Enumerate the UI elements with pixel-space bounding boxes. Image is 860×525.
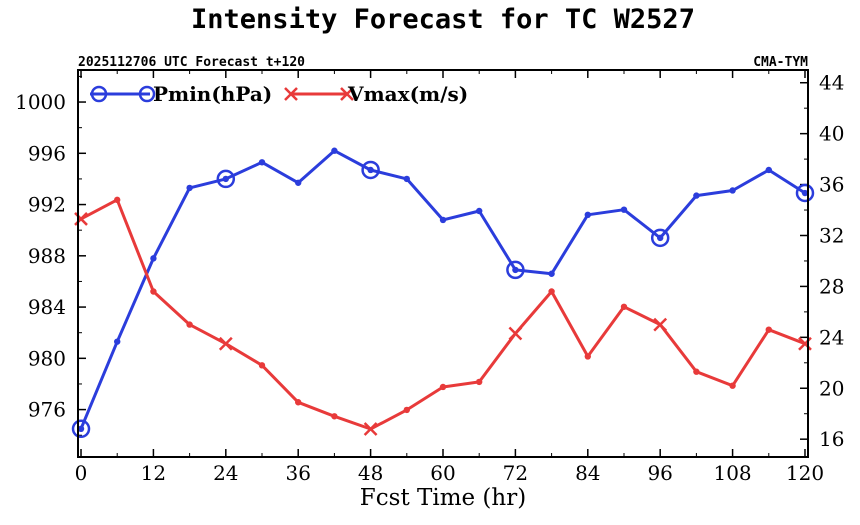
chart-subtitle-right: CMA-TYM xyxy=(753,55,808,70)
pmin-point xyxy=(729,187,736,194)
pmin-marker xyxy=(216,169,236,189)
legend: Pmin(hPa) Vmax(m/s) xyxy=(90,82,468,106)
pmin-point xyxy=(222,175,230,183)
left-y-tick-label: 992 xyxy=(28,193,66,217)
pmin-point xyxy=(331,147,338,154)
pmin-point xyxy=(295,179,302,186)
vmax-point xyxy=(475,378,483,386)
pmin-point xyxy=(367,166,374,174)
chart-subtitle-left: 2025112706 UTC Forecast t+120 xyxy=(78,55,305,70)
pmin-point xyxy=(186,184,193,192)
vmax-point xyxy=(114,196,121,204)
vmax-point xyxy=(258,362,266,369)
left-y-tick-label: 1000 xyxy=(15,90,66,114)
left-y-tick-label: 996 xyxy=(28,141,66,165)
vmax-marker xyxy=(363,422,378,436)
legend-vmax-marker xyxy=(340,87,354,101)
right-y-tick-label: 28 xyxy=(819,274,844,298)
plot-frame xyxy=(77,69,809,458)
vmax-point xyxy=(584,353,591,360)
right-y-tick-label: 36 xyxy=(819,173,844,197)
vmax-marker xyxy=(508,326,523,341)
vmax-marker xyxy=(218,336,233,351)
series-layer xyxy=(71,147,815,439)
vmax-series-line xyxy=(80,198,806,431)
pmin-point xyxy=(77,425,85,433)
pmin-point xyxy=(801,189,809,197)
vmax-point xyxy=(620,303,628,310)
vmax-marker xyxy=(74,212,88,226)
pmin-point xyxy=(114,338,121,345)
x-tick-label: 108 xyxy=(713,461,751,485)
x-tick-label: 24 xyxy=(213,461,238,485)
axis-tick-layer: 0 12 24 36 48 60 72 84 96 108 120 976 980 984 988 992 99… xyxy=(15,70,844,485)
right-y-tick-label: 44 xyxy=(819,71,844,95)
right-y-tick-label: 40 xyxy=(819,122,844,146)
pmin-point xyxy=(548,270,555,277)
x-tick-label: 48 xyxy=(358,461,383,485)
vmax-point xyxy=(765,326,772,333)
x-tick-label: 60 xyxy=(430,461,455,485)
pmin-point xyxy=(656,234,664,242)
x-tick-label: 84 xyxy=(575,461,600,485)
vmax-marker xyxy=(798,336,812,351)
right-y-tick-label: 20 xyxy=(819,376,844,400)
pmin-point xyxy=(258,159,266,166)
vmax-point xyxy=(331,413,338,420)
vmax-point xyxy=(150,288,157,295)
pmin-marker xyxy=(361,160,380,180)
legend-pmin-marker xyxy=(138,85,156,103)
left-y-tick-label: 976 xyxy=(28,398,66,422)
right-y-tick-label: 32 xyxy=(819,223,844,247)
pmin-point xyxy=(150,255,157,262)
legend-vmax-marker xyxy=(284,87,298,101)
legend-pmin-marker xyxy=(90,85,108,103)
x-axis-label: Fcst Time (hr) xyxy=(360,485,526,511)
vmax-marker xyxy=(653,317,668,332)
pmin-point xyxy=(584,211,591,219)
vmax-point xyxy=(295,399,302,406)
left-y-tick-label: 988 xyxy=(28,244,66,268)
x-tick-label: 120 xyxy=(786,461,824,485)
vmax-point xyxy=(693,368,700,375)
pmin-point xyxy=(475,207,483,215)
vmax-point xyxy=(729,382,736,389)
pmin-marker xyxy=(650,228,670,248)
vmax-point xyxy=(548,288,555,295)
legend-pmin-label: Pmin(hPa) xyxy=(153,82,272,106)
right-y-tick-label: 24 xyxy=(819,325,844,349)
x-tick-label: 72 xyxy=(503,461,528,485)
vmax-point xyxy=(403,406,411,414)
pmin-point xyxy=(403,175,411,183)
x-tick-label: 0 xyxy=(75,461,88,485)
left-y-tick-label: 980 xyxy=(28,346,66,370)
pmin-point xyxy=(439,216,447,224)
legend-vmax-label: Vmax(m/s) xyxy=(347,82,468,106)
left-y-tick-label: 984 xyxy=(28,295,66,319)
pmin-point xyxy=(512,266,519,274)
x-tick-label: 96 xyxy=(647,461,672,485)
pmin-point xyxy=(765,166,772,174)
pmin-marker xyxy=(71,419,91,439)
vmax-point xyxy=(186,321,193,328)
x-tick-label: 36 xyxy=(285,461,310,485)
pmin-marker xyxy=(506,260,525,280)
pmin-marker xyxy=(795,183,815,203)
x-tick-label: 12 xyxy=(141,461,166,485)
chart-title: Intensity Forecast for TC W2527 xyxy=(191,4,695,35)
right-y-tick-label: 16 xyxy=(819,427,844,451)
pmin-point xyxy=(620,206,628,213)
pmin-point xyxy=(693,192,700,199)
vmax-point xyxy=(439,383,447,391)
